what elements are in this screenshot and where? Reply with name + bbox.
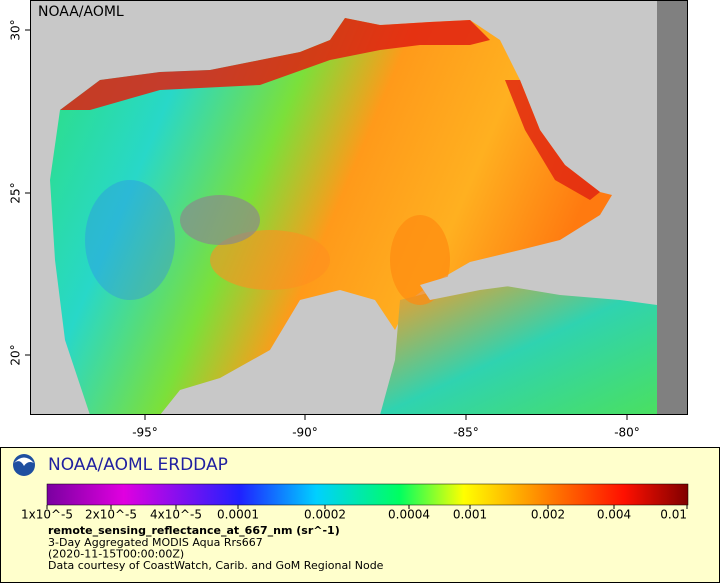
variable-name: remote_sensing_reflectance_at_667_nm (sr… [48, 524, 340, 537]
patch [210, 230, 330, 290]
colorbar-label: 0.0004 [388, 508, 430, 522]
colorbar-label: 0.004 [597, 508, 631, 522]
map: NOAA/AOML [30, 0, 688, 415]
lon-tick-label: -95° [132, 426, 158, 440]
colorbar-label: 0.0001 [217, 508, 259, 522]
lat-tick-label: 20° [9, 344, 23, 365]
colorbar-label: 1x10^-5 [21, 508, 73, 522]
description-line: Data courtesy of CoastWatch, Carib. and … [48, 559, 384, 572]
lon-tick-label: -80° [614, 426, 640, 440]
colorbar [46, 483, 689, 506]
colorbar-label: 0.001 [453, 508, 487, 522]
colorbar-label: 0.01 [660, 508, 687, 522]
caribbean-sea [380, 285, 657, 415]
colorbar-label: 0.002 [531, 508, 565, 522]
colorbar-label: 4x10^-5 [150, 508, 202, 522]
legend-panel [0, 447, 720, 583]
description-line: 3-Day Aggregated MODIS Aqua Rrs667 [48, 536, 263, 549]
lon-tick-label: -85° [453, 426, 479, 440]
patch [85, 180, 175, 300]
colorbar-labels: 1x10^-5 2x10^-5 4x10^-5 0.0001 0.0002 0.0004 0… [21, 505, 688, 522]
cloud [180, 195, 260, 245]
lat-tick-label: 25° [9, 182, 23, 203]
cuba [420, 265, 600, 300]
florida-shelf [505, 80, 600, 200]
axes: -95° -90° -85° -80° 20° 25° 30° [9, 19, 640, 439]
gulf-of-mexico [50, 18, 612, 415]
lat-tick-label: 30° [9, 19, 23, 40]
description: 3-Day Aggregated MODIS Aqua Rrs667(2020-… [48, 536, 384, 572]
colorbar-label: 2x10^-5 [85, 508, 137, 522]
legend-title: NOAA/AOML ERDDAP [48, 455, 228, 475]
corner-label: NOAA/AOML [38, 4, 124, 20]
coastal-high [60, 18, 490, 110]
noaa-logo [13, 454, 35, 476]
lon-tick-label: -90° [292, 426, 318, 440]
description-line: (2020-11-15T00:00:00Z) [48, 548, 184, 561]
logo-gull [14, 457, 34, 466]
map-frame [30, 0, 688, 415]
no-data-strip [657, 0, 688, 415]
colorbar-label: 0.0002 [304, 508, 346, 522]
